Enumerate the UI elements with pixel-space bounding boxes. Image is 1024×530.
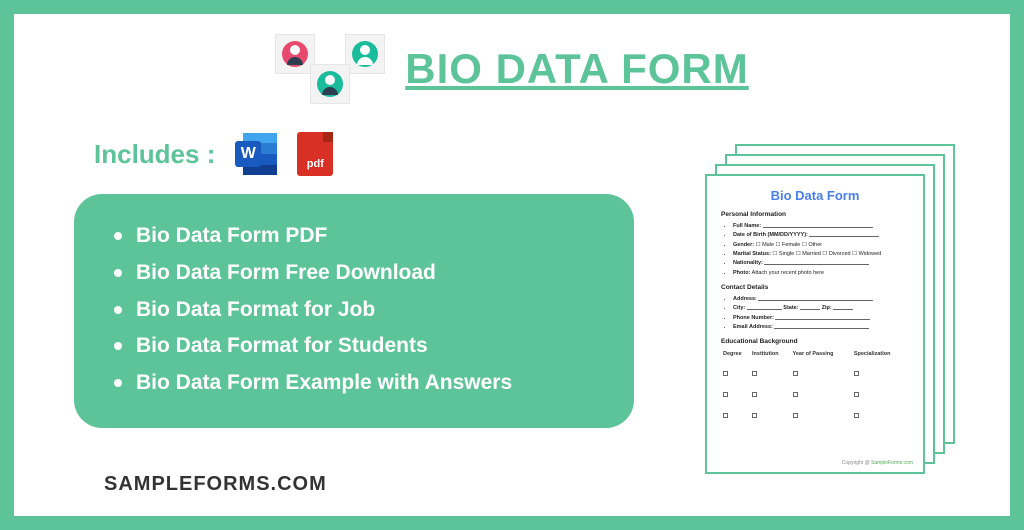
list-item: Bio Data Form Example with Answers (114, 365, 594, 402)
list-item: Bio Data Format for Job (114, 292, 594, 329)
document-preview: Bio Data Form Personal Information Full … (705, 174, 925, 474)
copyright-text: Copyright @ SampleForms.com (842, 460, 913, 466)
pdf-doc-icon: pdf (297, 132, 333, 176)
header-row: BIO DATA FORM (54, 34, 970, 104)
document-stack: Bio Data Form Personal Information Full … (705, 144, 955, 474)
list-item: Bio Data Format for Students (114, 328, 594, 365)
includes-label: Includes : (94, 139, 215, 170)
education-table: Degree Institution Year of Passing Speci… (721, 349, 909, 428)
features-list: Bio Data Form PDF Bio Data Form Free Dow… (114, 218, 594, 402)
personal-info-list: Full Name: Date of Birth (MM/DD/YYYY): G… (721, 222, 909, 278)
footer-brand: SAMPLEFORMS.COM (104, 473, 327, 496)
person-card-icon (310, 64, 350, 104)
person-card-icon (345, 34, 385, 74)
contact-list: Address: City: State: Zip: Phone Number:… (721, 295, 909, 332)
people-icon-cluster (275, 34, 385, 104)
page-title: BIO DATA FORM (405, 45, 749, 93)
list-item: Bio Data Form Free Download (114, 255, 594, 292)
doc-title: Bio Data Form (721, 188, 909, 203)
section-heading: Educational Background (721, 338, 909, 345)
list-item: Bio Data Form PDF (114, 218, 594, 255)
features-pill: Bio Data Form PDF Bio Data Form Free Dow… (74, 194, 634, 428)
person-card-icon (275, 34, 315, 74)
word-doc-icon: W (235, 133, 277, 175)
infographic-frame: BIO DATA FORM Includes : W pdf Bio Data … (0, 0, 1024, 530)
section-heading: Personal Information (721, 211, 909, 218)
section-heading: Contact Details (721, 284, 909, 291)
